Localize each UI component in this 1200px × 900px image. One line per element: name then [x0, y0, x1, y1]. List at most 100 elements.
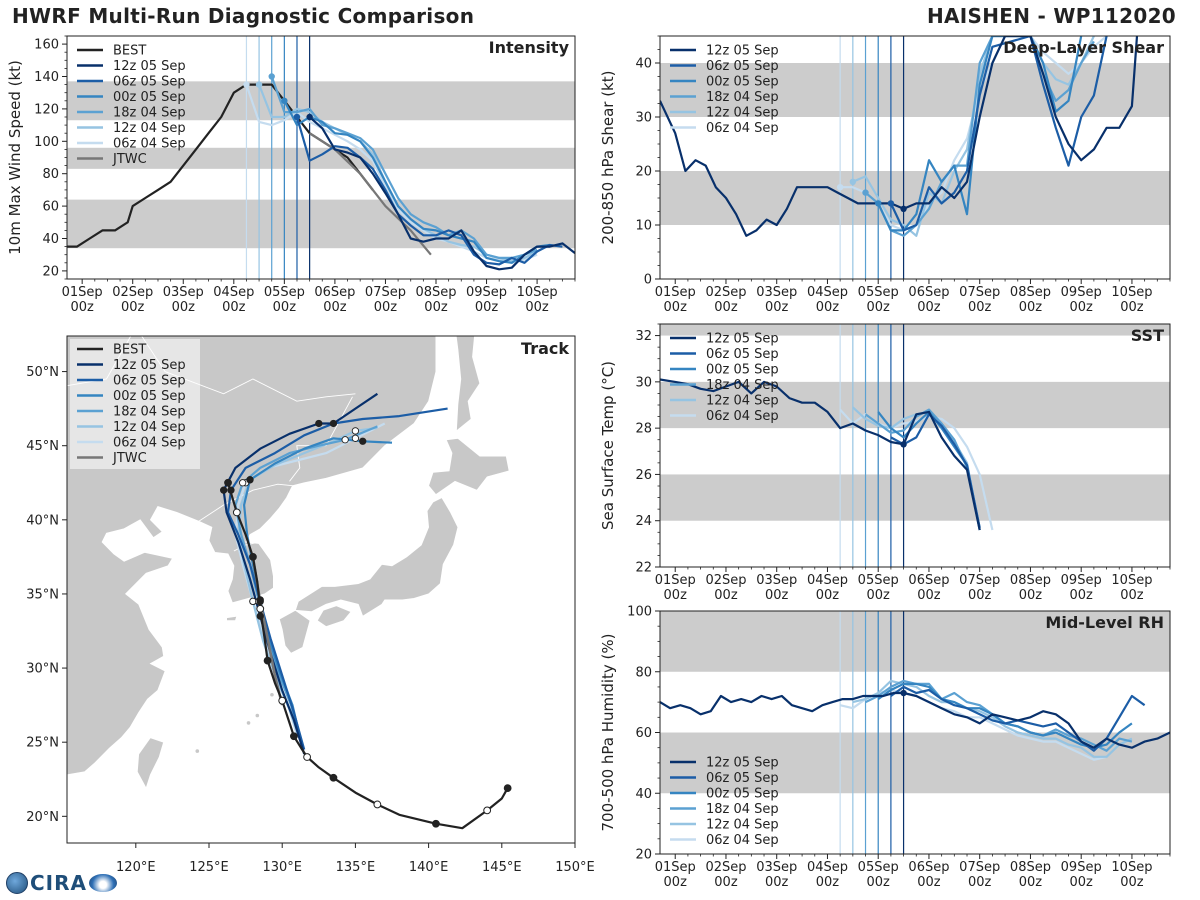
sst-xtick-label: 00z [1120, 588, 1144, 603]
intensity-ylabel: 10m Max Wind Speed (kt) [6, 60, 24, 255]
shear-legend-label: 06z 05 Sep [706, 59, 779, 74]
shear-ytick-label: 0 [644, 273, 652, 288]
shear-xtick-label: 06Sep [908, 285, 949, 300]
rh-legend-label: 12z 04 Sep [706, 818, 779, 833]
sst-legend-label: 00z 05 Sep [706, 363, 779, 378]
shear-xtick-label: 00z [1070, 300, 1094, 315]
shear-ytick-label: 30 [635, 111, 652, 126]
track-legend-label: 06z 05 Sep [113, 374, 186, 389]
border-line [289, 396, 353, 482]
track-ytick-label: 35°N [26, 587, 59, 602]
track-xtick-label: 150°E [555, 860, 595, 875]
intensity-xtick-label: 00z [172, 300, 196, 315]
sst-xtick-label: 08Sep [1010, 573, 1051, 588]
track-frame [66, 335, 576, 844]
shear-xtick-label: 01Sep [655, 285, 696, 300]
sst-xtick-label: 00z [816, 588, 840, 603]
best-marker [290, 732, 298, 741]
sst-legend-label: 06z 04 Sep [706, 409, 779, 424]
intensity-xtick-label: 07Sep [365, 285, 406, 300]
sst-ytick-label: 30 [635, 375, 652, 390]
run-marker [359, 437, 367, 445]
sst-xtick-label: 05Sep [858, 573, 899, 588]
rh-ytick-label: 20 [635, 848, 652, 863]
best-marker [303, 753, 311, 761]
shear-legend-label: 06z 04 Sep [706, 121, 779, 136]
intensity-xtick-label: 03Sep [163, 285, 204, 300]
track-line-06z-05-sep [226, 407, 448, 750]
shear-xtick-label: 02Sep [705, 285, 746, 300]
shear-init-marker [900, 205, 907, 212]
shear-legend-label: 00z 05 Sep [706, 75, 779, 90]
rh-xtick-label: 10Sep [1111, 860, 1152, 875]
intensity-xtick-label: 00z [525, 300, 549, 315]
track-legend-label: 12z 05 Sep [113, 358, 186, 373]
island [246, 721, 251, 725]
run-marker [341, 436, 349, 444]
sst-xtick-label: 00z [664, 588, 688, 603]
intensity-series [67, 73, 575, 271]
track-legend-label: 12z 04 Sep [113, 420, 186, 435]
intensity-legend-label: 12z 05 Sep [113, 59, 186, 74]
shear-xtick-label: 00z [917, 300, 941, 315]
island [270, 692, 274, 697]
rh-xtick-label: 09Sep [1061, 860, 1102, 875]
best-marker [232, 508, 241, 517]
kyushu-land [278, 609, 311, 654]
cira-logo: CIRA [6, 868, 117, 898]
shear-band [660, 63, 1170, 117]
sst-xtick-label: 10Sep [1111, 573, 1152, 588]
track-line-18z-04-sep [234, 425, 378, 738]
rh-xtick-label: 02Sep [705, 860, 746, 875]
island [195, 749, 200, 753]
shear-xtick-label: 00z [867, 300, 891, 315]
intensity-ytick-label: 40 [42, 232, 59, 247]
intensity-xtick-label: 05Sep [264, 285, 305, 300]
rh-xtick-label: 07Sep [959, 860, 1000, 875]
sakhalin-land [455, 336, 481, 432]
intensity-legend-label: 06z 04 Sep [113, 137, 186, 152]
sst-ytick-label: 24 [635, 514, 652, 529]
sst-line-12z-05-sep [660, 378, 981, 531]
shear-xtick-label: 07Sep [959, 285, 1000, 300]
best-marker [432, 819, 440, 828]
run-marker [239, 479, 247, 487]
intensity-init-marker [281, 97, 288, 105]
track-legend-label: 00z 05 Sep [113, 389, 186, 404]
rh-ytick-label: 80 [635, 665, 652, 680]
shear-xtick-label: 05Sep [858, 285, 899, 300]
intensity-ytick-label: 80 [42, 167, 59, 182]
intensity-legend-label: 18z 04 Sep [113, 106, 186, 121]
intensity-xtick-label: 06Sep [314, 285, 355, 300]
intensity-init-marker [268, 73, 275, 80]
best-marker [249, 552, 257, 561]
track-xtick-label: 140°E [409, 860, 449, 875]
rh-legend-label: 12z 05 Sep [706, 756, 779, 771]
rh-xtick-label: 00z [1070, 875, 1094, 890]
intensity-ytick-label: 160 [34, 38, 59, 53]
intensity-ytick-label: 20 [42, 264, 59, 279]
intensity-xtick-label: 00z [323, 300, 347, 315]
intensity-line-12z-05-sep [308, 116, 575, 271]
storm-id-title: HAISHEN - WP112020 [926, 4, 1176, 28]
shear-init-marker [836, 184, 844, 191]
sst-ytick-label: 28 [635, 422, 652, 437]
intensity-title: Intensity [489, 38, 570, 57]
panel-track: 120°E 125°E 130°E 135°E 140°E 145°E 150°E 20°N 2… [26, 335, 595, 875]
intensity-xtick-label: 00z [222, 300, 246, 315]
shear-legend-label: 18z 04 Sep [706, 90, 779, 105]
rh-ylabel: 700-500 hPa Humidity (%) [599, 633, 617, 831]
run-marker [315, 419, 323, 428]
shear-line-12z-04-sep [852, 36, 1095, 237]
panel-shear: 01020304001Sep00z02Sep00z03Sep00z04Sep00… [599, 35, 1171, 315]
intensity-jtwc-line [309, 132, 432, 256]
sst-legend-label: 06z 05 Sep [706, 347, 779, 362]
shear-xtick-label: 03Sep [756, 285, 797, 300]
track-ytick-label: 45°N [26, 439, 59, 454]
rh-xtick-label: 00z [1019, 875, 1043, 890]
best-marker [373, 800, 382, 809]
hokkaido-land [428, 437, 510, 496]
track-ytick-label: 30°N [26, 662, 59, 677]
rh-title: Mid-Level RH [1045, 613, 1164, 632]
